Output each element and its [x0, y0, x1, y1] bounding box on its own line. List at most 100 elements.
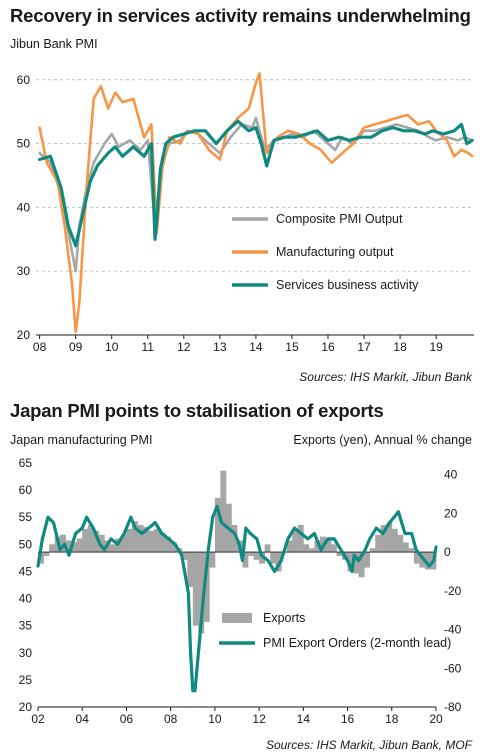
chart1-y-tick-label: 30	[17, 264, 31, 278]
chart2-y-left-tick-label: 60	[19, 483, 33, 497]
chart2-bar	[408, 548, 415, 553]
chart2-y-right-tick-label: -20	[444, 584, 462, 598]
chart1-series-services	[37, 119, 474, 248]
chart2-legend-label: Exports	[263, 611, 305, 625]
chart1-y-axis-label: Jibun Bank PMI	[10, 37, 98, 51]
chart2-y-left-tick-label: 50	[19, 537, 33, 551]
chart2-bar	[71, 542, 78, 553]
chart1-x-tick-label: 11	[142, 340, 155, 354]
chart2-bar	[148, 530, 155, 553]
chart1-x-tick-label: 08	[33, 340, 47, 354]
chart1-y-tick-label: 40	[17, 200, 31, 214]
chart2-bar	[264, 544, 271, 552]
chart2-title: Japan PMI points to stabilisation of exp…	[10, 400, 384, 421]
chart2-bar	[369, 548, 376, 553]
chart2-bar	[402, 542, 409, 553]
chart2-bar	[292, 528, 299, 552]
chart2-bar	[214, 497, 221, 553]
chart2-y-left-tick-label: 30	[19, 646, 33, 660]
chart2-bar	[347, 552, 354, 572]
chart2-bar	[386, 523, 393, 552]
chart2-y-right-tick-label: 40	[444, 468, 458, 482]
chart2-bar	[220, 470, 227, 552]
chart2-bar	[159, 532, 166, 553]
chart2-bar	[303, 544, 310, 552]
chart2-y-right-tick-label: -60	[444, 661, 462, 675]
chart1-x-tick-label: 17	[357, 340, 371, 354]
chart2-bar	[98, 534, 105, 553]
chart2-bar	[397, 534, 404, 553]
chart1-x-tick-label: 09	[69, 340, 83, 354]
chart2-y-left-tick-label: 45	[19, 564, 33, 578]
chart2-y-left-tick-label: 55	[19, 510, 33, 524]
chart2-bar	[253, 552, 260, 560]
chart2-bar	[76, 538, 83, 553]
chart2-bar	[82, 528, 89, 552]
chart2-bar	[203, 552, 210, 622]
chart2-bar	[143, 526, 149, 553]
chart1-x-tick-label: 16	[321, 340, 335, 354]
chart2-y-left-tick-label: 40	[19, 592, 33, 606]
chart2-bar	[170, 542, 177, 553]
chart2-bar	[87, 525, 94, 553]
chart2-bar	[43, 552, 50, 556]
chart2-y-axis-left-label: Japan manufacturing PMI	[10, 433, 153, 447]
chart1-x-tick-label: 15	[285, 340, 299, 354]
chart2-bar	[336, 552, 343, 556]
chart1-title: Recovery in services activity remains un…	[10, 5, 471, 26]
chart2-bar	[65, 540, 72, 553]
chart2-y-left-tick-label: 20	[19, 700, 33, 714]
chart1-source: Sources: IHS Markit, Jibun Bank	[299, 370, 472, 384]
chart2-bar	[93, 530, 100, 553]
chart2-x-tick-label: 18	[385, 712, 399, 726]
chart1-x-tick-label: 14	[249, 340, 263, 354]
chart2-bar	[314, 540, 321, 553]
chart2-bar	[353, 552, 359, 574]
chart2-legend-label: PMI Export Orders (2-month lead)	[263, 636, 451, 650]
chart2-bar	[49, 544, 55, 552]
chart2-bar	[248, 552, 254, 556]
chart2-bar	[60, 534, 66, 553]
chart2-bar	[126, 528, 133, 552]
chart1-x-tick-label: 19	[429, 340, 443, 354]
chart2-bar	[187, 552, 194, 587]
chart2-bar	[231, 525, 238, 553]
chart2-bar	[120, 534, 127, 553]
chart2-x-tick-label: 12	[252, 712, 266, 726]
chart2-y-right-tick-label: 20	[444, 506, 458, 520]
chart2-bar	[358, 552, 365, 578]
chart2-bar	[242, 552, 249, 568]
chart2-bar	[380, 525, 387, 553]
chart1-x-tick-label: 18	[393, 340, 407, 354]
chart1-x-tick-label: 13	[213, 340, 227, 354]
chart2-bar	[391, 528, 398, 552]
chart2-bar	[209, 552, 216, 568]
chart2-bar	[154, 528, 160, 552]
chart1-x-tick-label: 12	[177, 340, 191, 354]
chart2-bar	[38, 552, 44, 564]
chart2-series-pmi-export-orders	[36, 504, 438, 693]
chart2-bar	[308, 548, 315, 553]
chart2-y-left-tick-label: 25	[19, 673, 33, 687]
chart2-x-tick-label: 14	[297, 712, 311, 726]
chart2-bar	[364, 552, 370, 568]
chart2-bar	[192, 552, 199, 626]
chart1-y-tick-label: 60	[17, 73, 31, 87]
chart2-y-right-tick-label: 0	[444, 545, 451, 559]
chart2-x-tick-label: 10	[208, 712, 222, 726]
chart2-y-right-tick-label: -80	[444, 700, 462, 714]
chart2-bar	[259, 552, 265, 564]
chart2-x-tick-label: 06	[120, 712, 134, 726]
chart2-y-axis-right-label: Exports (yen), Annual % change	[293, 433, 472, 447]
chart2-bar	[286, 540, 293, 553]
chart2-bar	[132, 521, 138, 553]
chart2-x-tick-label: 20	[429, 712, 443, 726]
chart2-bar	[375, 534, 382, 553]
chart1-y-tick-label: 20	[17, 328, 31, 342]
chart2-bar	[325, 538, 332, 553]
chart2-bar	[165, 536, 171, 553]
chart2-y-left-tick-label: 65	[19, 456, 33, 470]
chart2-x-tick-label: 08	[164, 712, 178, 726]
